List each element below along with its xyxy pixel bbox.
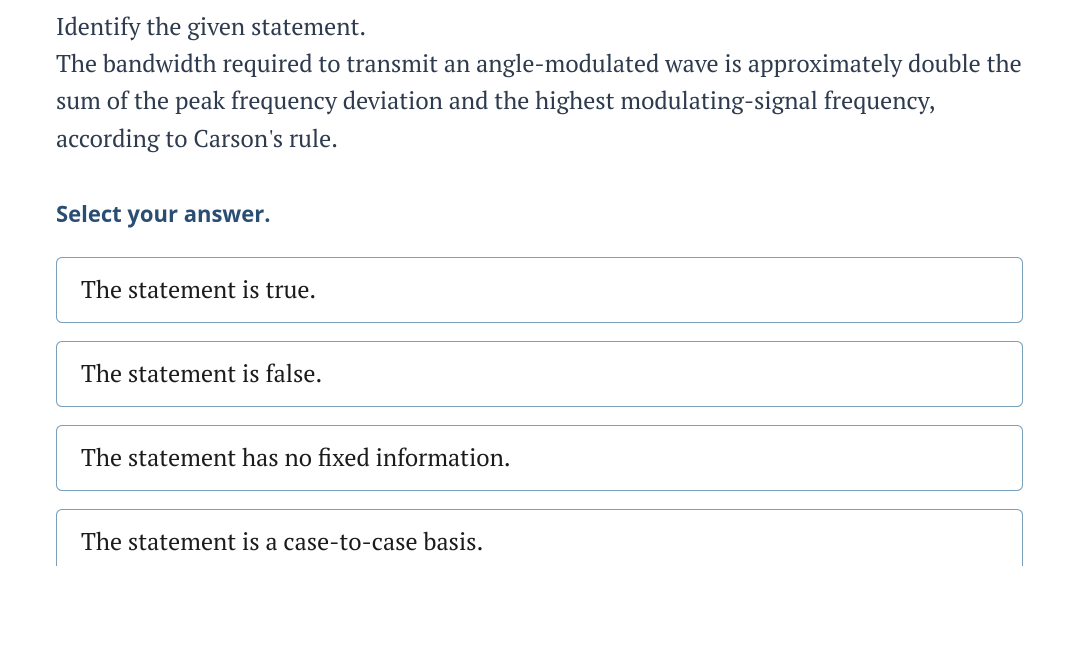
option-label: The statement has no fixed information. bbox=[81, 441, 511, 473]
option-1[interactable]: The statement is true. bbox=[56, 257, 1023, 323]
option-label: The statement is true. bbox=[81, 273, 316, 305]
option-4[interactable]: The statement is a case-to-case basis. bbox=[56, 509, 1023, 566]
select-answer-label: Select your answer. bbox=[56, 199, 1023, 229]
option-3[interactable]: The statement has no fixed information. bbox=[56, 425, 1023, 491]
option-label: The statement is a case-to-case basis. bbox=[81, 525, 483, 557]
options-list: The statement is true. The statement is … bbox=[56, 257, 1023, 566]
question-text: Identify the given statement. The bandwi… bbox=[56, 8, 1023, 157]
question-prompt: Identify the given statement. bbox=[56, 10, 366, 42]
option-2[interactable]: The statement is false. bbox=[56, 341, 1023, 407]
question-block: Identify the given statement. The bandwi… bbox=[56, 8, 1023, 566]
option-label: The statement is false. bbox=[81, 357, 322, 389]
question-body: The bandwidth required to transmit an an… bbox=[56, 47, 1022, 153]
